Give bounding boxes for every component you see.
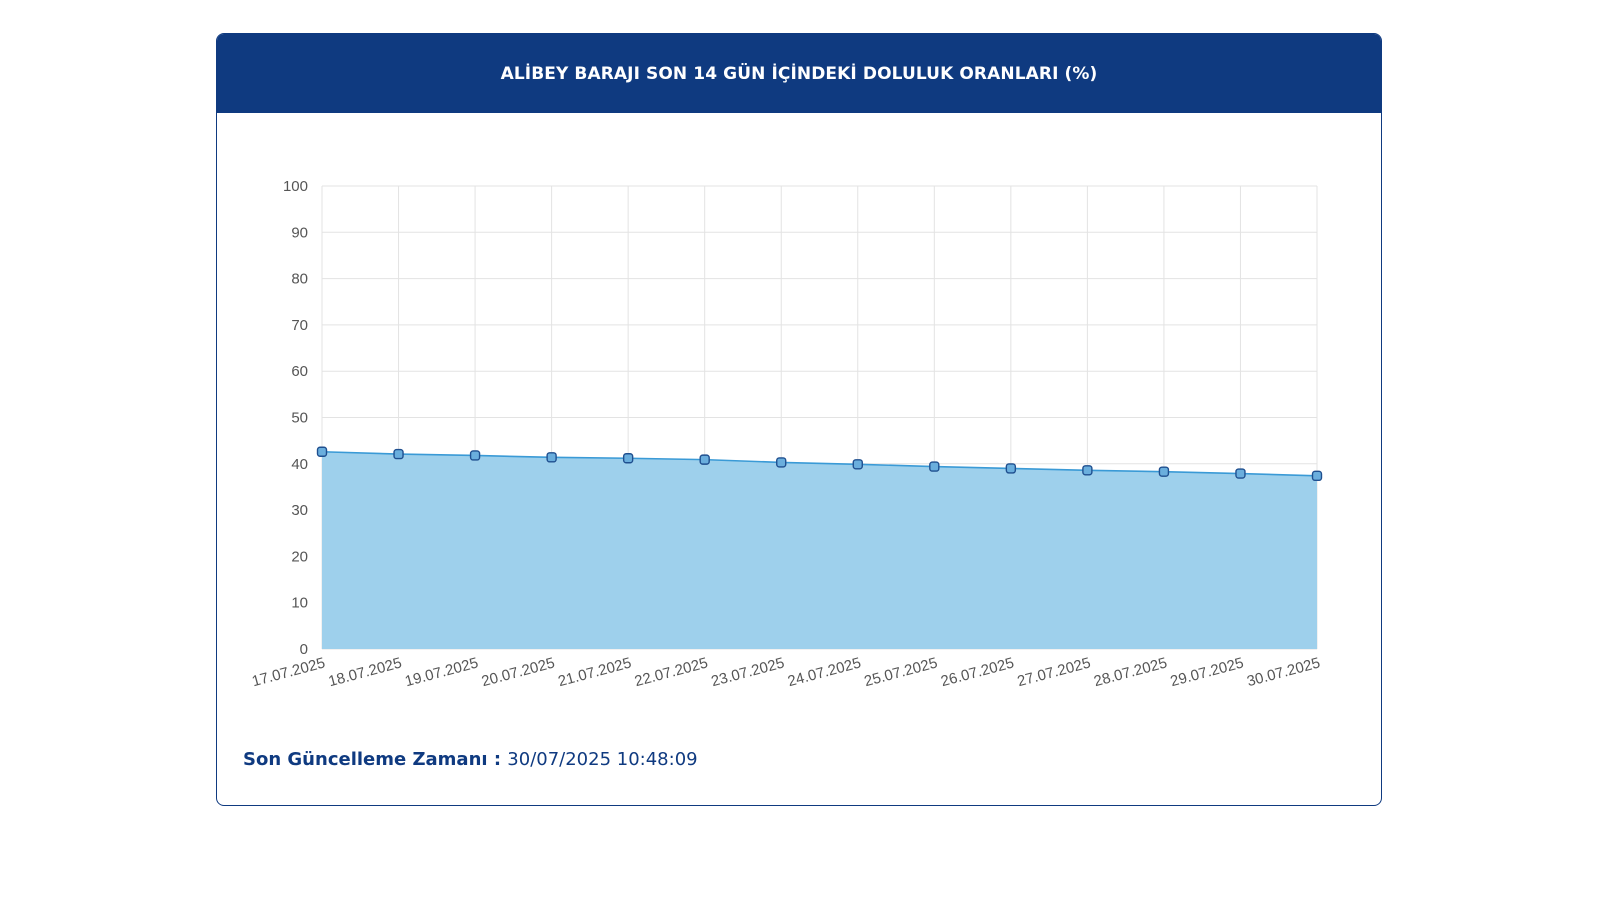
x-tick-label: 25.07.2025 <box>862 654 939 690</box>
data-point <box>469 450 481 461</box>
y-axis-ticks: 0 10 20 30 40 50 60 70 80 90 100 <box>283 178 308 658</box>
data-point <box>1311 470 1323 482</box>
y-tick-label: 20 <box>291 548 308 565</box>
y-tick-label: 80 <box>291 271 308 288</box>
y-tick-label: 70 <box>291 317 308 334</box>
x-axis-ticks: 17.07.2025 18.07.2025 19.07.2025 20.07.2025… <box>250 654 1322 690</box>
last-update-label: Son Güncelleme Zamanı <box>243 749 488 770</box>
x-tick-label: 18.07.2025 <box>327 654 404 690</box>
data-point <box>393 448 404 460</box>
x-tick-label: 26.07.2025 <box>939 654 1016 690</box>
data-point <box>1158 466 1170 477</box>
area-series <box>321 450 1318 649</box>
x-tick-label: 24.07.2025 <box>786 654 863 690</box>
series-area-fill <box>322 451 1317 649</box>
x-tick-label: 27.07.2025 <box>1016 654 1093 690</box>
last-update: Son Güncelleme Zamanı : 30/07/2025 10:48… <box>243 749 698 770</box>
data-point <box>929 461 940 472</box>
y-tick-label: 40 <box>291 456 308 473</box>
data-point <box>776 457 787 468</box>
x-tick-label: 30.07.2025 <box>1245 654 1322 690</box>
x-tick-label: 28.07.2025 <box>1092 654 1169 690</box>
data-point <box>1005 463 1017 474</box>
x-tick-label: 22.07.2025 <box>633 654 710 690</box>
y-tick-label: 0 <box>300 641 308 658</box>
area-chart: 0 10 20 30 40 50 60 70 80 90 100 17.07.2025 18.07.2… <box>250 178 1323 690</box>
series-line <box>321 450 1318 477</box>
data-point <box>1235 468 1246 479</box>
data-markers <box>316 446 1323 482</box>
chart-card: ALİBEY BARAJI SON 14 GÜN İÇİNDEKİ DOLULU… <box>216 33 1382 806</box>
x-tick-label: 29.07.2025 <box>1169 654 1246 690</box>
y-tick-label: 100 <box>283 178 308 195</box>
x-tick-label: 23.07.2025 <box>709 654 786 690</box>
last-update-value: 30/07/2025 10:48:09 <box>507 749 698 770</box>
data-point <box>699 454 710 465</box>
chart-title: ALİBEY BARAJI SON 14 GÜN İÇİNDEKİ DOLULU… <box>217 34 1381 113</box>
x-tick-label: 20.07.2025 <box>480 654 557 690</box>
x-tick-label: 19.07.2025 <box>403 654 480 690</box>
data-point <box>546 452 557 463</box>
data-point <box>622 453 634 464</box>
data-point <box>316 446 328 457</box>
x-tick-label: 21.07.2025 <box>556 654 633 690</box>
y-tick-label: 10 <box>291 595 308 612</box>
data-point <box>1082 465 1093 476</box>
data-point <box>852 459 863 470</box>
y-tick-label: 60 <box>291 363 308 380</box>
y-tick-label: 30 <box>291 502 308 519</box>
x-tick-label: 17.07.2025 <box>250 654 327 690</box>
y-tick-label: 50 <box>291 410 308 427</box>
y-tick-label: 90 <box>291 224 308 241</box>
last-update-separator: : <box>487 749 508 770</box>
